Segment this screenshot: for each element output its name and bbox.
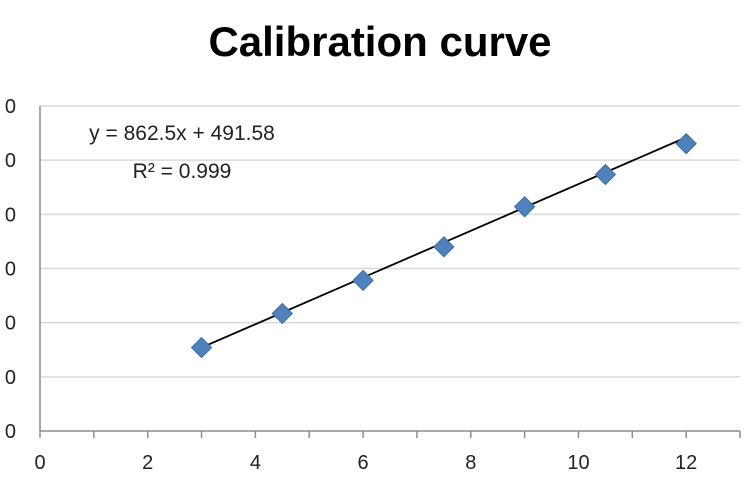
data-point — [433, 236, 455, 258]
x-tick-label: 6 — [358, 452, 369, 474]
data-points-layer — [190, 132, 697, 359]
r-squared-annotation: R² = 0.999 — [133, 160, 232, 183]
x-tick-label: 4 — [250, 452, 261, 474]
x-tick-label: 8 — [465, 452, 476, 474]
y-tick-label: 0 — [5, 421, 16, 443]
x-tick-label: 12 — [675, 452, 697, 474]
chart-title: Calibration curve — [208, 18, 551, 65]
x-tick-label: 0 — [34, 452, 45, 474]
data-point — [271, 302, 294, 325]
x-tick-label: 2 — [142, 452, 153, 474]
data-point — [594, 163, 617, 186]
y-tick-label: 0 — [5, 96, 16, 118]
data-point — [675, 132, 697, 155]
y-tick-label: 0 — [5, 204, 16, 226]
y-tick-label: 0 — [5, 313, 16, 335]
x-tick-label: 10 — [567, 452, 589, 474]
y-tick-label: 0 — [5, 259, 16, 281]
y-tick-label: 0 — [5, 367, 16, 389]
data-point — [513, 196, 536, 218]
data-point — [190, 336, 213, 359]
y-tick-label: 0 — [5, 150, 16, 172]
data-point — [352, 269, 374, 292]
equation-annotation: y = 862.5x + 491.58 — [89, 122, 275, 145]
grid-layer — [40, 105, 740, 378]
